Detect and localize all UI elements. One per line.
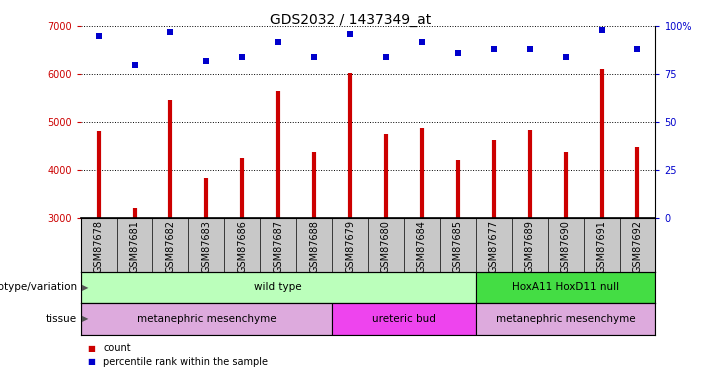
Text: GSM87677: GSM87677 [489,220,499,273]
Text: ■: ■ [88,357,95,366]
Bar [476,272,655,303]
Text: GSM87684: GSM87684 [417,220,427,273]
Text: GSM87681: GSM87681 [130,220,139,273]
Bar [81,272,476,303]
Text: ureteric bud: ureteric bud [372,314,436,324]
Text: metanephric mesenchyme: metanephric mesenchyme [496,314,635,324]
Text: GSM87688: GSM87688 [309,220,319,273]
Text: ■: ■ [88,344,95,352]
Text: GSM87685: GSM87685 [453,220,463,273]
Text: tissue: tissue [46,314,77,324]
Text: GSM87686: GSM87686 [237,220,247,273]
Text: genotype/variation: genotype/variation [0,282,77,292]
Text: GSM87680: GSM87680 [381,220,391,273]
Text: GSM87691: GSM87691 [597,220,606,273]
Bar [332,303,476,334]
Text: GSM87689: GSM87689 [524,220,535,273]
Text: GSM87683: GSM87683 [201,220,212,273]
Bar [476,303,655,334]
Text: GSM87678: GSM87678 [93,220,104,273]
Text: count: count [103,343,130,353]
Text: ▶: ▶ [82,314,88,323]
Text: GSM87679: GSM87679 [345,220,355,273]
Text: HoxA11 HoxD11 null: HoxA11 HoxD11 null [512,282,619,292]
Bar [81,303,332,334]
Text: wild type: wild type [254,282,302,292]
Text: ▶: ▶ [82,283,88,292]
Text: GSM87692: GSM87692 [632,220,643,273]
Text: percentile rank within the sample: percentile rank within the sample [103,357,268,367]
Text: GDS2032 / 1437349_at: GDS2032 / 1437349_at [270,13,431,27]
Text: GSM87687: GSM87687 [273,220,283,273]
Text: metanephric mesenchyme: metanephric mesenchyme [137,314,276,324]
Text: GSM87682: GSM87682 [165,220,175,273]
Text: GSM87690: GSM87690 [561,220,571,273]
